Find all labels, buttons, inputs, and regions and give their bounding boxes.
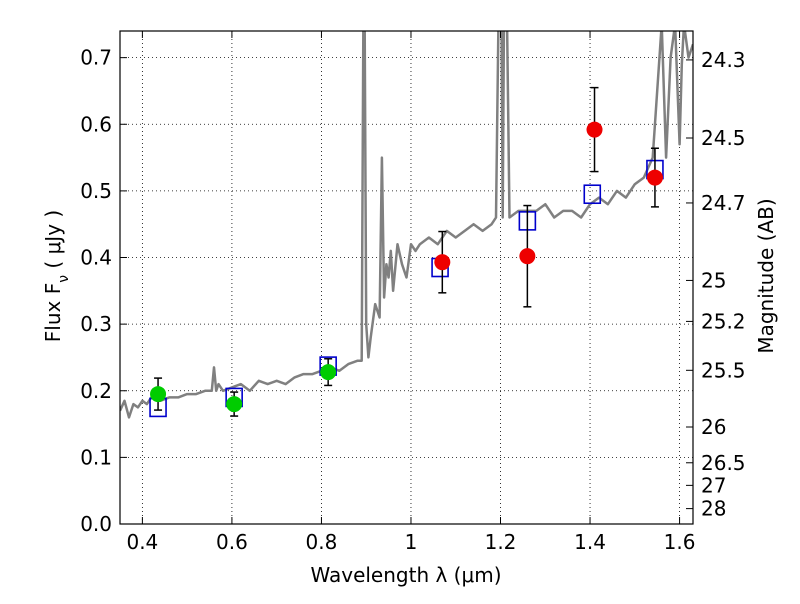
observed-point: [519, 248, 536, 265]
x-axis-title: Wavelength λ (μm): [310, 563, 501, 587]
right-tick-label: 27: [701, 473, 726, 497]
x-tick-label: 1.6: [664, 530, 696, 554]
model-square-point: [583, 184, 602, 205]
y-axis-title-main: Flux F: [41, 283, 65, 342]
x-tick-label: 0.8: [306, 530, 338, 554]
x-tick-label: 1.2: [485, 530, 517, 554]
y-tick-label: 0.5: [80, 179, 112, 203]
x-tick-label: 1.4: [574, 530, 606, 554]
x-tick-label: 1: [405, 530, 418, 554]
observed-point: [226, 396, 243, 413]
observed-point: [150, 386, 167, 403]
right-tick-label: 26.5: [701, 451, 746, 475]
y-tick-label: 0.0: [80, 512, 112, 536]
observed-point: [646, 169, 663, 186]
observed-point: [320, 364, 337, 381]
observed-point: [434, 254, 451, 271]
observed-point: [586, 121, 603, 138]
plot-area: [120, 31, 693, 419]
right-tick-label: 25: [701, 268, 726, 292]
y-tick-label: 0.1: [80, 445, 112, 469]
y-axis-title-sub: ν: [56, 275, 72, 283]
x-tick-label: 0.6: [216, 530, 248, 554]
right-tick-label: 28: [701, 497, 726, 521]
plot-frame: [119, 30, 694, 525]
y-tick-label: 0.7: [80, 46, 112, 70]
right-tick-label: 24.3: [701, 48, 746, 72]
y-tick-label: 0.3: [80, 312, 112, 336]
y-tick-label: 0.2: [80, 379, 112, 403]
spectrum-line: [120, 31, 693, 419]
right-tick-label: 25.2: [701, 309, 746, 333]
right-axis-title: Magnitude (AB): [754, 198, 778, 353]
y-tick-label: 0.4: [80, 246, 112, 270]
right-tick-label: 26: [701, 415, 726, 439]
right-tick-label: 25.5: [701, 358, 746, 382]
right-tick-label: 24.7: [701, 191, 746, 215]
right-tick-label: 24.5: [701, 126, 746, 150]
x-tick-label: 0.4: [126, 530, 158, 554]
y-axis-title-unit: ( μJy ): [41, 210, 65, 275]
y-axis-title: Flux Fν ( μJy ): [41, 210, 72, 342]
y-tick-label: 0.6: [80, 112, 112, 136]
